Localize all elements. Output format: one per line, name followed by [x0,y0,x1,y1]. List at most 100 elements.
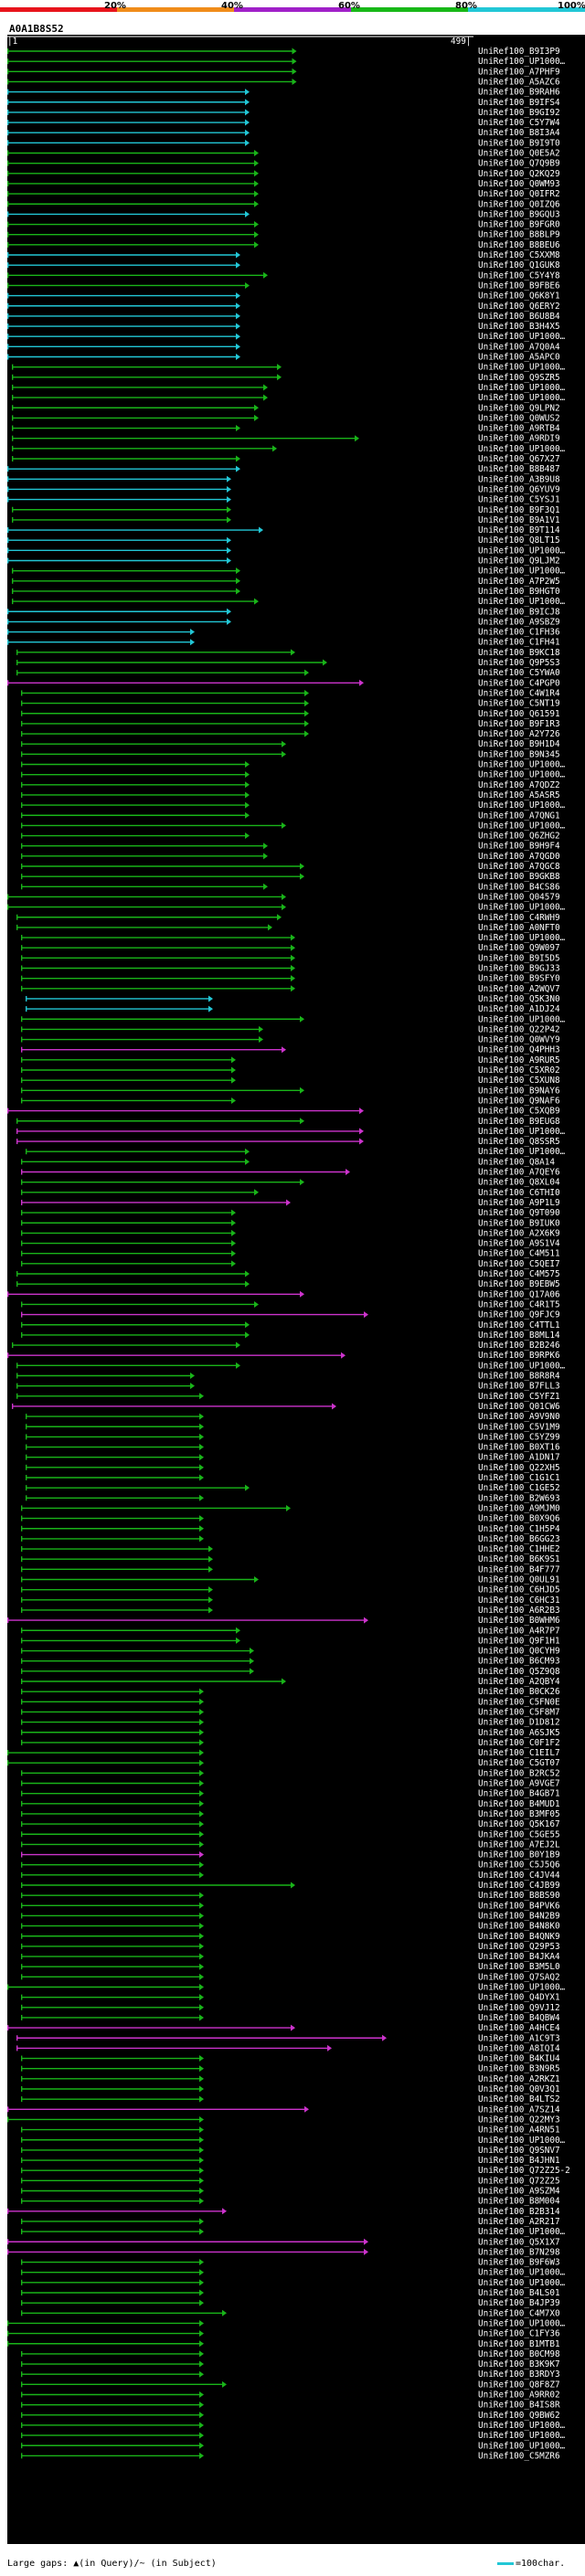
hit-arrow [236,567,240,575]
hit-arrow [245,1270,250,1277]
hit-start-tick [21,1851,23,1858]
hit-arrow [199,2432,204,2439]
hit-start-tick [21,1067,23,1073]
hit-label: UniRef100_A2RKZ1 [478,2074,560,2084]
hit-start-tick [7,89,9,95]
hit-start-tick [21,945,23,951]
hit-arrow [292,48,297,55]
hit-label: UniRef100_UP1000… [478,1361,566,1371]
hit-arrow [199,1688,204,1695]
hit-start-tick [12,516,14,523]
hit-label: UniRef100_Q9P5S3 [478,658,560,668]
hit-start-tick [21,1810,23,1817]
hit-arrow [236,588,240,595]
hit-label: UniRef100_B0WHM6 [478,1616,560,1626]
hit-label: UniRef100_A9V9N0 [478,1412,560,1422]
hit-start-tick [21,1546,23,1553]
scale-tick: 40% [221,1,243,11]
hit-start-tick [7,221,9,228]
hit-label: UniRef100_C5XUN8 [478,1076,560,1086]
hit-arrow [236,292,240,300]
hit-label: UniRef100_Q9LJM2 [478,557,560,567]
hit-start-tick [7,1108,9,1114]
hit-label: UniRef100_Q0WUS2 [478,413,560,423]
hit-label: UniRef100_B2B246 [478,1341,560,1351]
hit-arrow [332,1403,336,1410]
hit-start-tick [7,282,9,289]
hit-start-tick [21,791,23,798]
hit-arrow [272,445,277,452]
hit-start-tick [21,1709,23,1715]
hit-arrow [190,1383,195,1390]
hit-start-tick [7,557,9,564]
hit-arrow [236,333,240,340]
hit-arrow [199,1719,204,1726]
hit-start-tick [21,2453,23,2459]
hit-arrow [199,2330,204,2337]
hit-arrow [199,1933,204,1940]
hit-arrow [208,1005,213,1012]
hit-arrow [364,2238,368,2245]
hit-arrow [199,2370,204,2378]
hit-label: UniRef100_UP1000… [478,2227,566,2237]
hit-arrow [222,2309,227,2316]
hit-start-tick [21,1189,23,1195]
hit-start-tick [21,2269,23,2275]
hit-arrow [254,160,259,167]
hit-label: UniRef100_A2QBY4 [478,1677,560,1687]
hit-label: UniRef100_Q9BW62 [478,2411,560,2421]
hit-label: UniRef100_Q7Q9B9 [478,159,560,169]
hit-arrow [263,394,268,401]
identity-scale: 20% 40% 60% 80% 100% [0,1,585,12]
hit-label: UniRef100_B9GI92 [478,108,560,118]
hit-start-tick [16,1118,18,1124]
hit-arrow [277,914,282,921]
hit-start-tick [12,506,14,513]
hit-arrow [245,99,250,106]
hit-start-tick [12,599,14,605]
hit-label: UniRef100_A9RR02 [478,2390,560,2401]
hit-arrow [259,1036,263,1044]
hit-label: UniRef100_B4LTS2 [478,2094,560,2104]
scale-band [234,7,351,12]
hit-label: UniRef100_Q0V3Q1 [478,2084,560,2094]
hit-start-tick [21,2075,23,2082]
hit-label: UniRef100_B4GB71 [478,1789,560,1799]
hit-arrow [199,1423,204,1430]
hit-arrow [208,1565,213,1573]
hit-arrow [199,2228,204,2235]
hit-arrow [291,975,295,982]
hit-start-tick [21,1821,23,1828]
hit-start-tick [21,1780,23,1786]
hit-arrow [227,485,231,493]
scale-band [351,7,468,12]
query-id: A0A1B8S52 [9,23,64,35]
hit-label: UniRef100_Q67X27 [478,454,560,464]
hit-label: UniRef100_B8I3A4 [478,128,560,138]
hit-arrow [199,2422,204,2429]
hit-start-tick [21,1586,23,1593]
hit-start-tick [21,843,23,849]
hit-label: UniRef100_A5ASR5 [478,790,560,800]
hit-label: UniRef100_B9EUG8 [478,1117,560,1127]
hit-arrow [199,2350,204,2358]
hit-label: UniRef100_B4MUD1 [478,1799,560,1809]
hit-label: UniRef100_A5APC0 [478,353,560,363]
hit-start-tick [7,2320,9,2327]
hit-start-tick [21,1026,23,1033]
hit-start-tick [21,1036,23,1043]
hit-start-tick [21,985,23,991]
hit-arrow [245,1484,250,1491]
hit-arrow [199,1474,204,1481]
hit-label: UniRef100_B3K9K7 [478,2359,560,2369]
hit-start-tick [26,1414,27,1420]
hit-start-tick [7,547,9,554]
hit-label: UniRef100_C5Y7W4 [478,118,560,128]
hit-arrow [199,2340,204,2348]
hit-start-tick [21,771,23,778]
hit-label: UniRef100_B9H1D4 [478,739,560,749]
hit-start-tick [21,2014,23,2020]
hit-label: UniRef100_A7QDZ2 [478,780,560,790]
hit-label: UniRef100_B9KC18 [478,648,560,658]
hit-start-tick [7,262,9,269]
